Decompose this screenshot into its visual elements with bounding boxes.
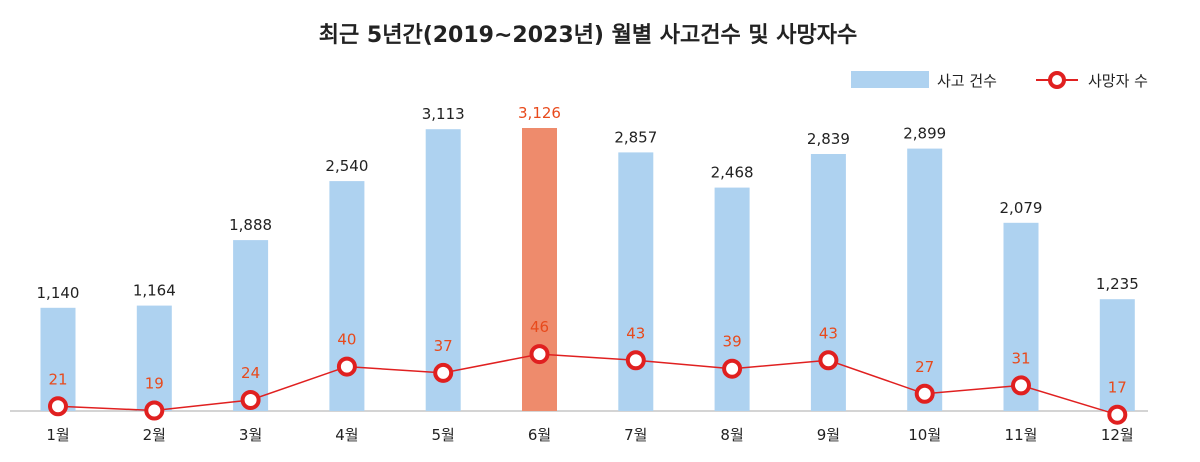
bar bbox=[40, 307, 76, 411]
death-labels: 21 19 24 40 37 46 43 39 43 27 31 17 bbox=[48, 318, 1126, 397]
death-value-label: 46 bbox=[530, 318, 549, 336]
death-value-label: 39 bbox=[723, 333, 742, 351]
bar-value-label: 2,540 bbox=[325, 157, 368, 175]
month-label: 7월 bbox=[624, 426, 647, 444]
death-value-label: 24 bbox=[241, 364, 260, 382]
death-marker bbox=[48, 396, 68, 417]
bar-value-label: 2,468 bbox=[711, 164, 754, 182]
bar bbox=[1099, 299, 1135, 411]
death-marker bbox=[529, 344, 550, 365]
death-marker bbox=[144, 400, 165, 421]
month-label: 1월 bbox=[46, 426, 69, 444]
month-label: 3월 bbox=[239, 426, 262, 444]
bar-value-label: 2,899 bbox=[903, 125, 946, 143]
bar bbox=[136, 305, 172, 411]
bar-value-label: 1,140 bbox=[37, 284, 80, 302]
death-marker bbox=[722, 358, 743, 379]
bar-value-label: 2,857 bbox=[614, 128, 657, 146]
death-value-label: 40 bbox=[337, 331, 356, 349]
month-labels: 1월 2월 3월 4월 5월 6월 7월 8월 9월 10월 11월 12월 bbox=[46, 426, 1133, 444]
death-marker bbox=[1011, 375, 1031, 396]
death-marker bbox=[240, 390, 261, 410]
bar bbox=[810, 154, 846, 411]
death-value-label: 37 bbox=[434, 337, 453, 355]
bar-value-label: 1,235 bbox=[1096, 275, 1139, 293]
death-marker bbox=[336, 356, 357, 377]
bar-value-label: 1,164 bbox=[133, 282, 176, 300]
month-label: 12월 bbox=[1101, 426, 1134, 444]
month-label: 11월 bbox=[1005, 426, 1038, 444]
death-value-label: 17 bbox=[1108, 379, 1127, 397]
bar-labels: 1,140 1,164 1,888 2,540 3,113 3,126 2,857 2,468… bbox=[37, 104, 1139, 302]
death-value-label: 43 bbox=[819, 324, 838, 342]
death-marker bbox=[433, 362, 454, 383]
bar-value-label: 2,079 bbox=[1000, 199, 1043, 217]
bar bbox=[618, 152, 654, 411]
chart-title: 최근 5년간(2019~2023년) 월별 사고건수 및 사망자수 bbox=[319, 23, 857, 48]
death-marker bbox=[818, 350, 839, 371]
death-marker bbox=[625, 350, 646, 371]
month-label: 5월 bbox=[432, 426, 455, 444]
death-line bbox=[57, 353, 1118, 416]
month-label: 6월 bbox=[528, 426, 551, 444]
bar-value-label: 2,839 bbox=[807, 130, 850, 148]
bar-value-label: 3,113 bbox=[422, 105, 465, 123]
legend-line-label: 사망자 수 bbox=[1088, 72, 1148, 90]
death-marker bbox=[1107, 404, 1128, 425]
month-label: 4월 bbox=[335, 426, 358, 444]
death-value-label: 27 bbox=[915, 358, 934, 376]
legend-line-marker bbox=[1048, 71, 1066, 89]
death-value-label: 31 bbox=[1011, 349, 1030, 367]
month-label: 8월 bbox=[720, 426, 743, 444]
bar bbox=[522, 128, 557, 411]
bar-value-label: 3,126 bbox=[518, 104, 561, 122]
death-value-label: 21 bbox=[48, 370, 67, 388]
month-label: 9월 bbox=[817, 426, 840, 444]
death-marker bbox=[914, 383, 935, 404]
month-label: 2월 bbox=[143, 426, 166, 444]
bar bbox=[233, 240, 269, 411]
bar-series bbox=[40, 128, 1135, 411]
month-label: 10월 bbox=[908, 426, 941, 444]
bar-value-label: 1,888 bbox=[229, 216, 272, 234]
death-value-label: 43 bbox=[626, 324, 645, 342]
bar bbox=[907, 148, 943, 411]
legend-bar-swatch bbox=[851, 71, 929, 88]
legend-bar-label: 사고 건수 bbox=[937, 72, 997, 90]
death-value-label: 19 bbox=[145, 375, 164, 393]
death-line-series bbox=[48, 344, 1128, 425]
legend: 사고 건수 사망자 수 bbox=[851, 71, 1148, 90]
